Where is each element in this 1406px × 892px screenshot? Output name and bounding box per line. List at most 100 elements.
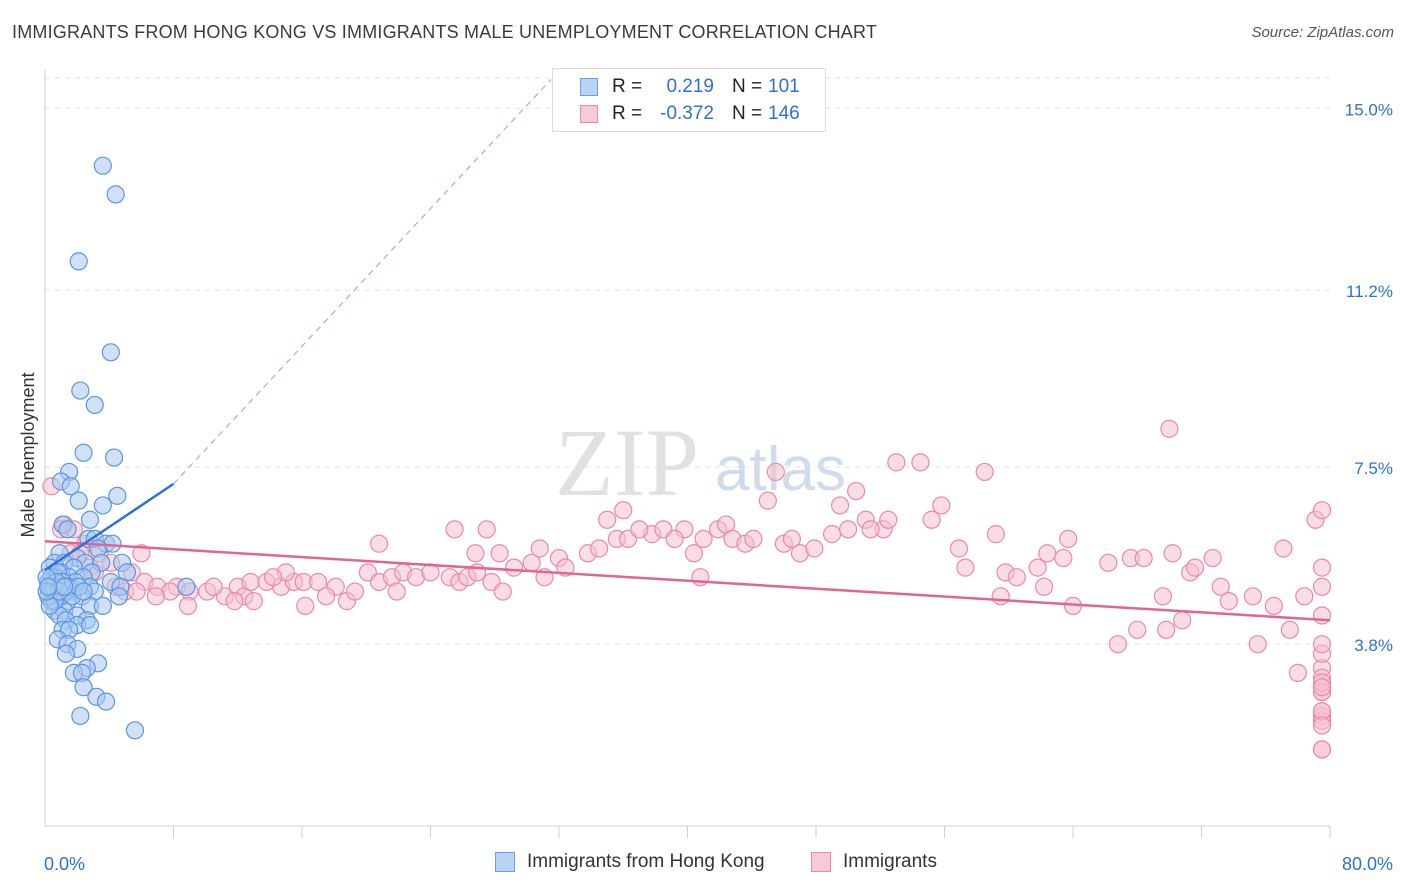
data-point bbox=[986, 525, 1006, 544]
data-point bbox=[1248, 635, 1267, 654]
legend-n-label: N = bbox=[732, 76, 763, 97]
data-point bbox=[1243, 587, 1263, 606]
data-point bbox=[1059, 529, 1078, 549]
data-point bbox=[1219, 592, 1238, 611]
data-point bbox=[108, 486, 127, 505]
data-point bbox=[614, 501, 633, 520]
data-point bbox=[1312, 501, 1332, 520]
data-point bbox=[1274, 539, 1293, 558]
chart-source: Source: ZipAtlas.com bbox=[1251, 24, 1394, 41]
data-point bbox=[1312, 606, 1332, 625]
data-point bbox=[127, 582, 146, 601]
data-point bbox=[477, 520, 496, 539]
data-point bbox=[58, 520, 77, 539]
data-point bbox=[345, 582, 365, 601]
legend-swatch-pink bbox=[580, 105, 598, 123]
data-point bbox=[949, 539, 969, 558]
data-point bbox=[839, 520, 858, 539]
data-point bbox=[490, 544, 509, 563]
data-point bbox=[493, 582, 512, 601]
data-point bbox=[1128, 620, 1147, 639]
data-point bbox=[177, 577, 196, 596]
data-point bbox=[178, 596, 198, 615]
data-point bbox=[598, 510, 617, 529]
data-point bbox=[1203, 548, 1222, 568]
series-immigrants bbox=[42, 419, 1332, 759]
data-point bbox=[1211, 577, 1230, 596]
correlation-legend: R = 0.219 N = 101 R = -0.372 N = 146 bbox=[552, 68, 826, 132]
data-point bbox=[96, 692, 116, 711]
data-point bbox=[1312, 577, 1332, 596]
data-point bbox=[1007, 568, 1026, 587]
data-point bbox=[125, 721, 145, 740]
data-point bbox=[830, 496, 850, 515]
data-point bbox=[1264, 596, 1283, 615]
legend-swatch-blue bbox=[495, 852, 515, 872]
y-tick-label: 7.5% bbox=[1354, 459, 1393, 478]
data-point bbox=[71, 706, 90, 726]
data-point bbox=[694, 529, 713, 549]
trend-line-hong-kong bbox=[44, 482, 175, 572]
trend-lines bbox=[44, 79, 1331, 622]
data-point bbox=[665, 529, 684, 549]
data-point bbox=[1054, 548, 1073, 568]
data-point bbox=[316, 587, 336, 606]
data-point bbox=[39, 577, 58, 596]
data-point bbox=[822, 525, 842, 544]
x-tick-label-max: 80.0% bbox=[1342, 854, 1393, 874]
data-point bbox=[932, 496, 951, 515]
watermark-zip: ZIP bbox=[555, 409, 699, 516]
data-point bbox=[132, 544, 151, 563]
data-point bbox=[1157, 620, 1176, 639]
data-point bbox=[1312, 558, 1332, 577]
data-point bbox=[879, 510, 898, 529]
data-point bbox=[1163, 544, 1182, 563]
data-point bbox=[1099, 553, 1118, 572]
data-point bbox=[956, 558, 975, 577]
data-point bbox=[1288, 663, 1307, 682]
data-point bbox=[74, 443, 93, 462]
data-point bbox=[101, 343, 120, 362]
data-point bbox=[922, 510, 941, 529]
legend-n-value: 101 bbox=[768, 76, 800, 97]
data-point bbox=[1312, 740, 1332, 759]
data-point bbox=[630, 520, 649, 539]
data-point bbox=[1280, 620, 1299, 639]
data-point bbox=[991, 587, 1010, 606]
data-point bbox=[1160, 419, 1179, 438]
data-point bbox=[744, 529, 763, 549]
y-tick-label: 15.0% bbox=[1345, 100, 1393, 119]
legend-row-immigrants: R = -0.372 N = 146 bbox=[553, 101, 800, 127]
data-point bbox=[80, 510, 100, 529]
legend-n-label: N = bbox=[732, 103, 763, 124]
legend-r-value: -0.372 bbox=[660, 103, 714, 124]
data-point bbox=[109, 587, 128, 606]
data-point bbox=[1312, 716, 1332, 735]
data-point bbox=[146, 587, 165, 606]
y-axis-label: Male Unemployment bbox=[18, 372, 38, 537]
data-point bbox=[1028, 558, 1047, 577]
data-point bbox=[1185, 558, 1205, 577]
legend-r-label: R = bbox=[612, 76, 643, 97]
data-point bbox=[93, 156, 112, 175]
data-point bbox=[684, 544, 704, 563]
chart-title: IMMIGRANTS FROM HONG KONG VS IMMIGRANTS … bbox=[12, 22, 878, 42]
legend-label-immigrants: Immigrants bbox=[843, 851, 937, 872]
data-point bbox=[74, 582, 93, 601]
data-point bbox=[80, 615, 100, 635]
data-point bbox=[370, 534, 389, 553]
data-point bbox=[85, 395, 104, 415]
tick-labels: 3.8% 7.5% 11.2% 15.0% 0.0% 80.0% bbox=[44, 100, 1393, 874]
data-point bbox=[975, 462, 994, 482]
data-point bbox=[1312, 678, 1332, 697]
data-point bbox=[204, 577, 223, 596]
y-tick-label: 3.8% bbox=[1354, 636, 1393, 655]
data-point bbox=[104, 448, 124, 467]
trend-extension-hong-kong bbox=[173, 79, 552, 485]
data-point bbox=[1295, 587, 1314, 606]
data-point bbox=[71, 381, 90, 400]
legend-swatch-blue bbox=[580, 78, 598, 96]
series-immigrants-from-hong-kong bbox=[37, 156, 196, 740]
legend-r-value: 0.219 bbox=[666, 76, 714, 97]
